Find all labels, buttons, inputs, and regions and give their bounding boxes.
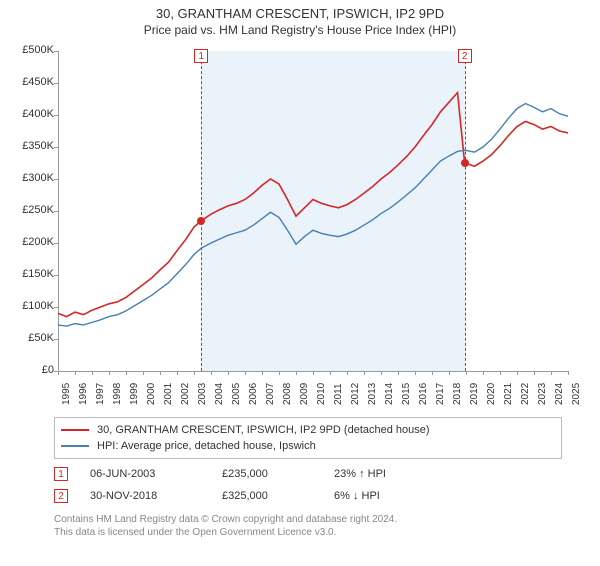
- series-line-0: [58, 93, 568, 317]
- sale-dot-1: [197, 217, 205, 225]
- footer-line-2: This data is licensed under the Open Gov…: [54, 526, 600, 539]
- sale-row-1: 1 06-JUN-2003 £235,000 23% ↑ HPI: [54, 467, 600, 481]
- chart-legend: 30, GRANTHAM CRESCENT, IPSWICH, IP2 9PD …: [54, 417, 562, 459]
- sale-dash-1: [201, 51, 202, 371]
- sale-delta: 6% ↓ HPI: [334, 490, 380, 502]
- sale-date: 06-JUN-2003: [90, 468, 200, 480]
- legend-label: 30, GRANTHAM CRESCENT, IPSWICH, IP2 9PD …: [97, 424, 430, 436]
- chart-footer: Contains HM Land Registry data © Crown c…: [54, 513, 600, 539]
- sale-dot-2: [461, 159, 469, 167]
- legend-swatch: [61, 445, 89, 447]
- price-chart: £0£50K£100K£150K£200K£250K£300K£350K£400…: [8, 41, 578, 411]
- sale-price: £325,000: [222, 490, 312, 502]
- sale-date: 30-NOV-2018: [90, 490, 200, 502]
- footer-line-1: Contains HM Land Registry data © Crown c…: [54, 513, 600, 526]
- legend-item-0: 30, GRANTHAM CRESCENT, IPSWICH, IP2 9PD …: [61, 422, 555, 438]
- chart-title-address: 30, GRANTHAM CRESCENT, IPSWICH, IP2 9PD: [0, 6, 600, 21]
- series-line-1: [58, 103, 568, 326]
- legend-item-1: HPI: Average price, detached house, Ipsw…: [61, 438, 555, 454]
- sale-dash-2: [465, 51, 466, 371]
- chart-lines: [8, 41, 578, 411]
- sale-row-2: 2 30-NOV-2018 £325,000 6% ↓ HPI: [54, 489, 600, 503]
- sale-delta: 23% ↑ HPI: [334, 468, 386, 480]
- sale-marker-box-1: 1: [194, 49, 208, 63]
- legend-swatch: [61, 429, 89, 431]
- legend-label: HPI: Average price, detached house, Ipsw…: [97, 440, 316, 452]
- sale-price: £235,000: [222, 468, 312, 480]
- sale-marker-box-2: 2: [458, 49, 472, 63]
- chart-title-sub: Price paid vs. HM Land Registry's House …: [0, 23, 600, 37]
- sale-row-marker: 1: [54, 467, 68, 481]
- sale-row-marker: 2: [54, 489, 68, 503]
